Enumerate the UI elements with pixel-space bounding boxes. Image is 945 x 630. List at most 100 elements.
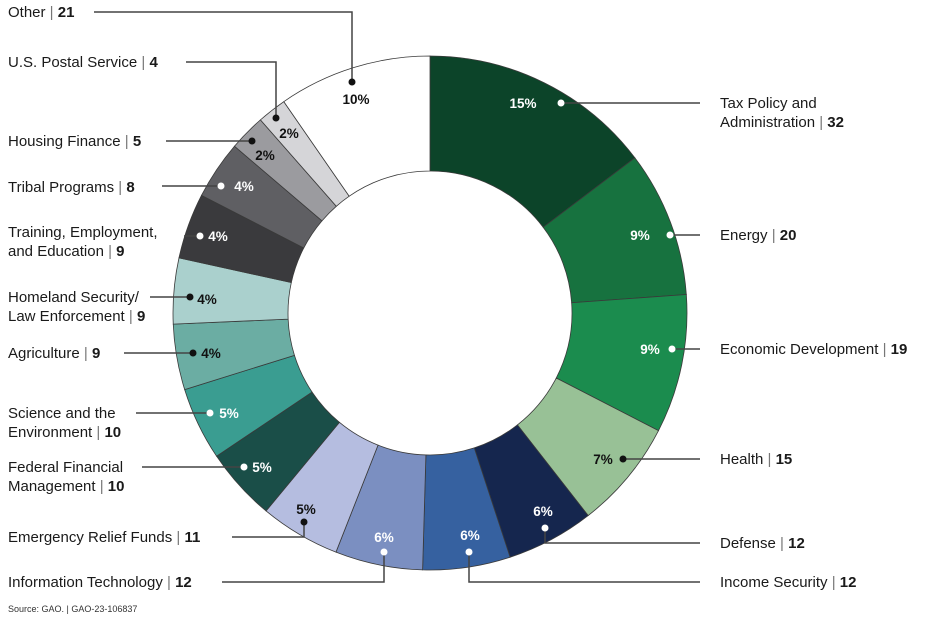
separator: | (172, 529, 184, 546)
pct-label-housing-finance: 2% (255, 148, 275, 163)
category-name-line: Emergency Relief Funds (8, 529, 172, 546)
category-name-line: Training, Employment, (8, 224, 158, 241)
pct-label-income-security: 6% (460, 528, 480, 543)
pct-label-economic-development: 9% (640, 342, 660, 357)
separator: | (763, 451, 775, 468)
separator: | (776, 535, 788, 552)
category-name-line: Law Enforcement (8, 308, 126, 325)
category-name-line: Tribal Programs (8, 179, 114, 196)
category-label-agriculture: Agriculture | 9 (8, 345, 100, 362)
leader-line-u-s-postal-service (186, 61, 277, 118)
leader-line-defense (544, 528, 700, 544)
separator: | (163, 574, 175, 591)
separator: | (80, 345, 92, 362)
leader-dot-health (619, 455, 627, 463)
category-name-line: Other (8, 4, 46, 21)
category-count: 11 (184, 529, 200, 546)
leader-dot-federal-financial-management (240, 463, 248, 471)
separator: | (125, 308, 137, 325)
source-note: Source: GAO. | GAO-23-106837 (8, 604, 137, 614)
leader-dot-income-security (465, 548, 473, 556)
category-label-tax-policy-and-administration: Tax Policy and Administration | 32 (720, 95, 844, 131)
separator: | (104, 243, 116, 260)
leader-dot-training-employment-and-education (196, 232, 204, 240)
category-count: 15 (776, 451, 793, 468)
category-name-line: Information Technology (8, 574, 163, 591)
leader-dot-other (348, 78, 356, 86)
slice-labels: 15% Tax Policy and Administration | 32 9% En… (8, 4, 907, 591)
leader-dot-science-and-the-environment (206, 409, 214, 417)
leader-dot-u-s-postal-service (272, 114, 280, 122)
category-label-other: Other | 21 (8, 4, 74, 21)
category-name-line: and Education (8, 243, 104, 260)
pct-label-u-s-postal-service: 2% (279, 126, 299, 141)
category-count: 12 (175, 574, 192, 591)
category-name-line: Housing Finance (8, 133, 121, 150)
category-count: 9 (137, 308, 145, 325)
leader-dot-agriculture (189, 349, 197, 357)
category-name-line: Tax Policy and (720, 95, 817, 112)
category-label-economic-development: Economic Development | 19 (720, 341, 907, 358)
separator: | (768, 227, 780, 244)
leader-dot-tax-policy-and-administration (557, 99, 565, 107)
category-name-line: Management (8, 478, 96, 495)
category-name-line: Agriculture (8, 345, 80, 362)
leader-line-other (94, 11, 353, 82)
separator: | (96, 478, 108, 495)
slices (172, 55, 688, 571)
category-count: 4 (149, 54, 158, 71)
separator: | (137, 54, 149, 71)
separator: | (828, 574, 840, 591)
pct-label-federal-financial-management: 5% (252, 460, 272, 475)
category-label-homeland-security-law-enforcement: Homeland Security/Law Enforcement | 9 (8, 289, 145, 325)
pct-label-tax-policy-and-administration: 15% (509, 96, 536, 111)
category-name-line: Energy (720, 227, 768, 244)
pct-label-information-technology: 6% (374, 530, 394, 545)
category-count: 9 (116, 243, 124, 260)
category-name-line: Administration (720, 114, 815, 131)
category-count: 10 (104, 424, 121, 441)
leader-line-information-technology (222, 552, 385, 583)
leader-line-income-security (468, 552, 700, 583)
category-count: 9 (92, 345, 100, 362)
separator: | (46, 4, 58, 21)
pct-label-science-and-the-environment: 5% (219, 406, 239, 421)
category-name-line: Federal Financial (8, 459, 123, 476)
category-count: 19 (891, 341, 908, 358)
category-name-line: Homeland Security/ (8, 289, 140, 306)
category-name-line: Environment (8, 424, 93, 441)
pct-label-training-employment-and-education: 4% (208, 229, 228, 244)
leader-dot-defense (541, 524, 549, 532)
category-label-science-and-the-environment: Science and the Environment | 10 (8, 405, 121, 441)
separator: | (815, 114, 827, 131)
pct-label-tribal-programs: 4% (234, 179, 254, 194)
category-label-federal-financial-management: Federal Financial Management | 10 (8, 459, 124, 495)
leader-dot-housing-finance (248, 137, 256, 145)
category-label-information-technology: Information Technology | 12 (8, 574, 192, 591)
category-name-line: Health (720, 451, 763, 468)
leader-lines (94, 11, 700, 583)
leader-dot-homeland-security-law-enforcement (186, 293, 194, 301)
pct-label-energy: 9% (630, 228, 650, 243)
category-label-income-security: Income Security | 12 (720, 574, 856, 591)
category-label-u-s-postal-service: U.S. Postal Service | 4 (8, 54, 158, 71)
category-count: 32 (827, 114, 844, 131)
category-label-tribal-programs: Tribal Programs | 8 (8, 179, 135, 196)
pct-label-emergency-relief-funds: 5% (296, 502, 316, 517)
leader-dot-tribal-programs (217, 182, 225, 190)
category-name-line: Economic Development (720, 341, 879, 358)
category-label-training-employment-and-education: Training, Employment, and Education | 9 (8, 224, 158, 260)
category-label-health: Health | 15 (720, 451, 792, 468)
category-count: 8 (126, 179, 134, 196)
category-label-energy: Energy | 20 (720, 227, 796, 244)
separator: | (121, 133, 133, 150)
category-count: 12 (788, 535, 805, 552)
pct-label-other: 10% (342, 92, 369, 107)
pct-label-defense: 6% (533, 504, 553, 519)
leader-dot-emergency-relief-funds (300, 518, 308, 526)
leader-dot-information-technology (380, 548, 388, 556)
category-name-line: U.S. Postal Service (8, 54, 137, 71)
slice-other (283, 55, 431, 197)
separator: | (114, 179, 126, 196)
